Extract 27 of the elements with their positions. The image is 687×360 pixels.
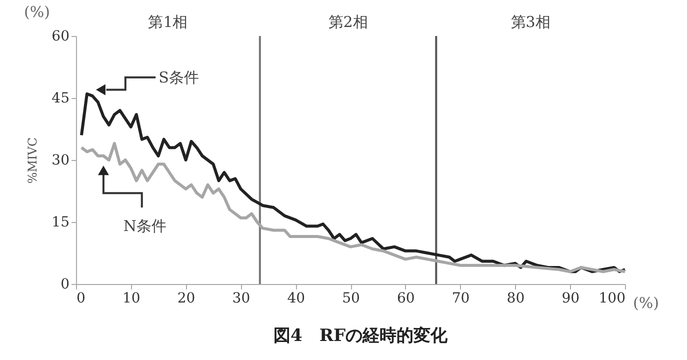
x-tick-label: 40 [287,290,306,306]
y-tick-label: 15 [52,214,70,230]
x-tick-label: 70 [452,290,470,306]
line-series [80,92,626,274]
text: N条件 [123,217,166,236]
text: 第3相 [510,13,550,31]
line-series [80,142,626,274]
y-tick-label: 0 [60,276,70,292]
text: (%) [633,294,659,312]
text: 第1相 [148,13,188,31]
x-tick-label: 30 [232,290,250,306]
x-tick-label: 20 [177,290,196,306]
x-tick-label: 90 [562,290,580,306]
text: (%) [24,3,50,21]
x-tick-label: 80 [506,290,525,306]
x-tick-label: 100 [598,290,626,306]
x-tick-label: 50 [342,290,360,306]
y-tick-label: 60 [52,28,70,44]
y-tick-label: 45 [52,90,70,106]
x-tick-label: 0 [76,290,86,306]
y-tick-label: 30 [52,152,70,168]
x-tick-label: 60 [396,290,415,306]
text: 第2相 [328,13,368,31]
text: S条件 [158,68,199,86]
x-tick-label: 10 [122,290,140,306]
text: 図4 RFの経時的変化 [273,326,449,346]
y-axis-title: %MIVC [26,137,40,184]
